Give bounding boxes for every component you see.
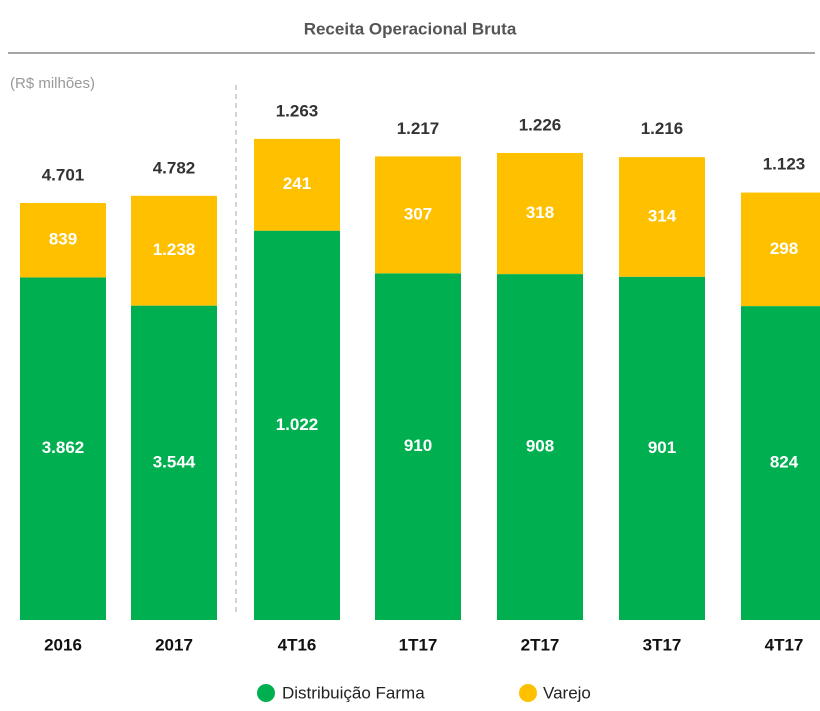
value-label: 839 — [49, 230, 77, 249]
legend-swatch — [257, 684, 275, 702]
legend-label: Varejo — [543, 683, 591, 702]
bar-segment — [741, 306, 820, 620]
bar-segment — [20, 277, 106, 620]
value-label: 1.238 — [153, 240, 196, 259]
x-tick-label: 4T16 — [278, 635, 317, 654]
bar-segment — [254, 230, 340, 620]
bar-segment — [497, 152, 583, 275]
value-label: 307 — [404, 204, 432, 223]
bar-segment — [497, 274, 583, 620]
total-label: 1.216 — [641, 119, 684, 138]
total-label: 1.123 — [763, 155, 806, 174]
total-label: 1.217 — [397, 119, 440, 138]
x-tick-label: 3T17 — [643, 635, 682, 654]
bar-segment — [254, 138, 340, 231]
value-label: 910 — [404, 436, 432, 455]
x-tick-label: 4T17 — [765, 635, 804, 654]
value-label: 1.022 — [276, 415, 319, 434]
total-label: 4.701 — [42, 165, 85, 184]
bar-segment — [375, 156, 461, 274]
x-tick-label: 1T17 — [399, 635, 438, 654]
bar-segment — [131, 305, 217, 620]
chart-title: Receita Operacional Bruta — [304, 19, 517, 38]
legend-label: Distribuição Farma — [282, 683, 425, 702]
bar-segment — [619, 276, 705, 620]
x-tick-label: 2T17 — [521, 635, 560, 654]
x-tick-label: 2017 — [155, 635, 193, 654]
value-label: 901 — [648, 438, 676, 457]
bar-segment — [20, 202, 106, 278]
value-label: 824 — [770, 453, 799, 472]
total-label: 1.263 — [276, 101, 319, 120]
value-label: 908 — [526, 437, 554, 456]
bar-segment — [741, 192, 820, 307]
value-label: 314 — [648, 206, 677, 225]
value-label: 3.862 — [42, 438, 85, 457]
unit-label: (R$ milhões) — [10, 75, 95, 92]
x-tick-label: 2016 — [44, 635, 82, 654]
value-label: 241 — [283, 174, 311, 193]
legend-swatch — [519, 684, 537, 702]
total-label: 1.226 — [519, 115, 562, 134]
value-label: 298 — [770, 239, 798, 258]
bar-segment — [131, 195, 217, 306]
bar-segment — [375, 273, 461, 620]
total-label: 4.782 — [153, 158, 196, 177]
value-label: 3.544 — [153, 452, 196, 471]
value-label: 318 — [526, 203, 554, 222]
bar-segment — [619, 157, 705, 277]
